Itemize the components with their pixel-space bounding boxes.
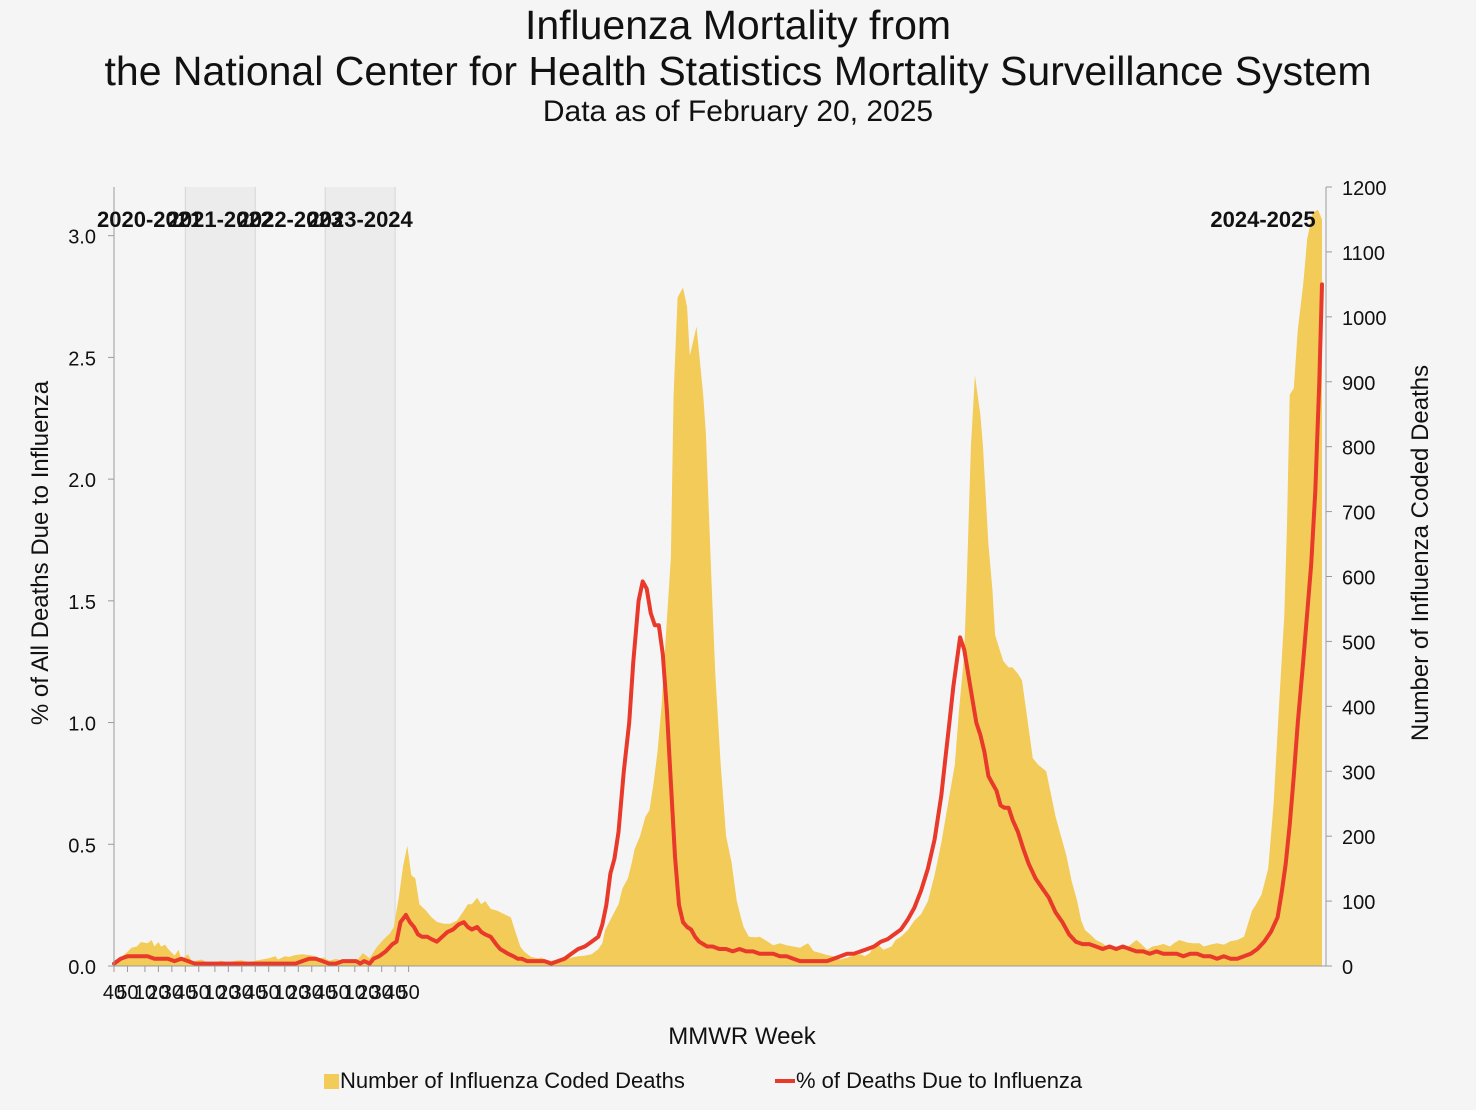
right-tick-label: 1100 [1342, 243, 1385, 265]
left-tick-label: 0.0 [68, 957, 96, 979]
legend-item-deaths: Number of Influenza Coded Deaths [324, 1066, 685, 1096]
right-tick-label: 700 [1342, 503, 1375, 525]
x-tick-label: 20 [357, 982, 379, 1004]
x-tick-label: 20 [287, 982, 309, 1004]
right-tick-label: 100 [1342, 892, 1375, 914]
left-tick-label: 3.0 [68, 227, 96, 249]
season-band-2023-2024 [325, 187, 396, 966]
right-tick-label: 900 [1342, 373, 1375, 395]
x-tick-label: 50 [397, 982, 419, 1004]
left-tick-label: 2.5 [68, 348, 96, 370]
x-tick-label: 50 [328, 982, 350, 1004]
x-tick-label: 10 [204, 982, 226, 1004]
right-tick-label: 1000 [1342, 308, 1387, 330]
right-tick-label: 600 [1342, 568, 1375, 590]
percent-line-layer [112, 282, 1324, 966]
chart-subtitle: Data as of February 20, 2025 [542, 95, 934, 128]
left-tick-label: 2.0 [68, 470, 96, 492]
season-label: 2024-2025 [1210, 207, 1315, 232]
x-tick-label: 10 [274, 982, 296, 1004]
x-tick-label: 10 [134, 982, 156, 1004]
x-tick-label: 40 [174, 982, 196, 1004]
legend-swatch-deaths [324, 1074, 339, 1089]
x-tick-label: 50 [188, 982, 210, 1004]
right-axis-title: Number of Influenza Coded Deaths [1407, 365, 1434, 741]
season-band-2021-2022 [185, 187, 256, 966]
left-tick-label: 1.5 [68, 592, 96, 614]
x-tick-label: 40 [244, 982, 266, 1004]
series-percent-line [112, 282, 1324, 966]
season-label: 2022-2023 [238, 207, 343, 232]
x-tick-label: 50 [258, 982, 280, 1004]
x-axis-title: MMWR Week [668, 1023, 817, 1050]
right-tick-label: 0 [1342, 957, 1353, 979]
right-tick-label: 200 [1342, 827, 1375, 849]
x-tick-label: 50 [116, 982, 138, 1004]
x-tick-label: 40 [314, 982, 336, 1004]
season-bands [184, 187, 396, 966]
x-tick-label: 30 [301, 982, 323, 1004]
x-tick-label: 30 [371, 982, 393, 1004]
left-tick-label: 0.5 [68, 835, 96, 857]
chart-title-line-1: Influenza Mortality from [524, 2, 952, 48]
x-tick-label: 40 [103, 982, 125, 1004]
right-tick-label: 1200 [1342, 178, 1387, 200]
legend-swatch-percent [775, 1079, 795, 1083]
x-tick-label: 20 [217, 982, 239, 1004]
season-label: 2021-2022 [168, 207, 273, 232]
x-tick-label: 10 [344, 982, 366, 1004]
right-tick-label: 300 [1342, 762, 1375, 784]
legend-item-percent: % of Deaths Due to Influenza [775, 1066, 1082, 1096]
left-tick-label: 1.0 [68, 714, 96, 736]
series-deaths-area [114, 209, 1322, 966]
chart-title-line-2: the National Center for Health Statistic… [104, 48, 1372, 94]
right-tick-label: 500 [1342, 632, 1375, 654]
right-tick-label: 400 [1342, 697, 1375, 719]
right-tick-label: 800 [1342, 438, 1375, 460]
x-tick-label: 30 [231, 982, 253, 1004]
x-tick-label: 30 [161, 982, 183, 1004]
x-tick-label: 40 [384, 982, 406, 1004]
x-tick-label: 20 [147, 982, 169, 1004]
season-label: 2023-2024 [308, 207, 414, 232]
season-label: 2020-2021 [97, 207, 202, 232]
deaths-area-layer [114, 209, 1322, 966]
legend-label-percent: % of Deaths Due to Influenza [796, 1068, 1083, 1093]
legend-label-deaths: Number of Influenza Coded Deaths [340, 1068, 685, 1093]
left-axis-title: % of All Deaths Due to Influenza [27, 380, 54, 725]
axes-layer: 0.0 0.5 1.0 1.5 2.0 2.5 3.0 0 100 200 300 400 500 600… [68, 178, 1386, 1004]
